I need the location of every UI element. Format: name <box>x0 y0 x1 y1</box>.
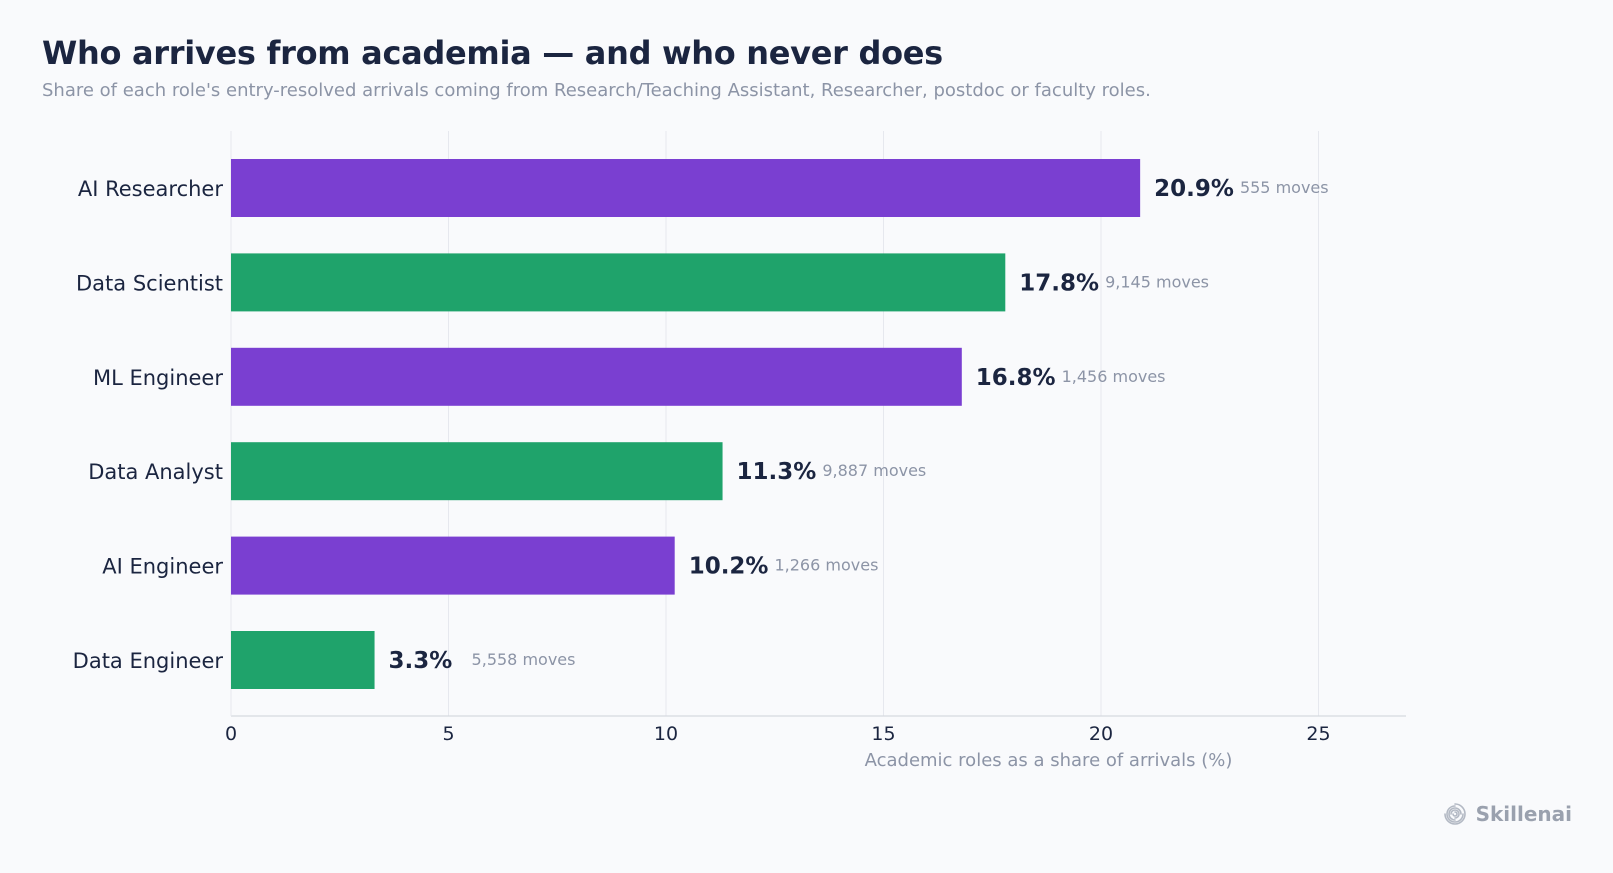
brand-name: Skillenai <box>1475 802 1572 826</box>
category-label: Data Scientist <box>76 271 223 295</box>
x-tick-label: 20 <box>1089 723 1113 745</box>
bar <box>231 347 962 406</box>
moves-label: 1,266 moves <box>774 556 878 575</box>
category-label: Data Analyst <box>88 460 223 484</box>
bar <box>231 631 375 689</box>
bar <box>231 536 675 595</box>
x-tick-label: 5 <box>442 723 454 745</box>
bar <box>231 253 1006 312</box>
moves-label: 1,456 moves <box>1062 367 1166 386</box>
brand-logo: Skillenai <box>1442 801 1572 827</box>
x-tick-label: 25 <box>1306 723 1330 745</box>
category-label: ML Engineer <box>93 366 223 390</box>
spiral-logo-icon <box>1442 801 1468 827</box>
x-tick-label: 15 <box>871 723 895 745</box>
value-label: 3.3% <box>389 648 453 674</box>
value-label: 11.3% <box>737 459 817 485</box>
x-tick-label: 10 <box>654 723 678 745</box>
x-axis-label: Academic roles as a share of arrivals (%… <box>865 750 1233 771</box>
moves-label: 9,887 moves <box>822 461 926 480</box>
chart-title: Who arrives from academia — and who neve… <box>42 34 943 72</box>
bar <box>231 442 723 501</box>
moves-label: 555 moves <box>1240 178 1329 197</box>
x-tick-label: 0 <box>225 723 237 745</box>
category-label: AI Researcher <box>78 177 223 201</box>
moves-label: 9,145 moves <box>1105 272 1209 291</box>
value-label: 10.2% <box>689 554 769 580</box>
value-label: 17.8% <box>1019 270 1099 296</box>
category-label: AI Engineer <box>102 555 223 579</box>
value-label: 16.8% <box>976 365 1056 391</box>
category-label: Data Engineer <box>73 649 224 673</box>
bar <box>231 159 1141 217</box>
chart-subtitle: Share of each role's entry-resolved arri… <box>42 80 1151 101</box>
moves-label: 5,558 moves <box>472 650 576 669</box>
value-label: 20.9% <box>1154 176 1234 202</box>
